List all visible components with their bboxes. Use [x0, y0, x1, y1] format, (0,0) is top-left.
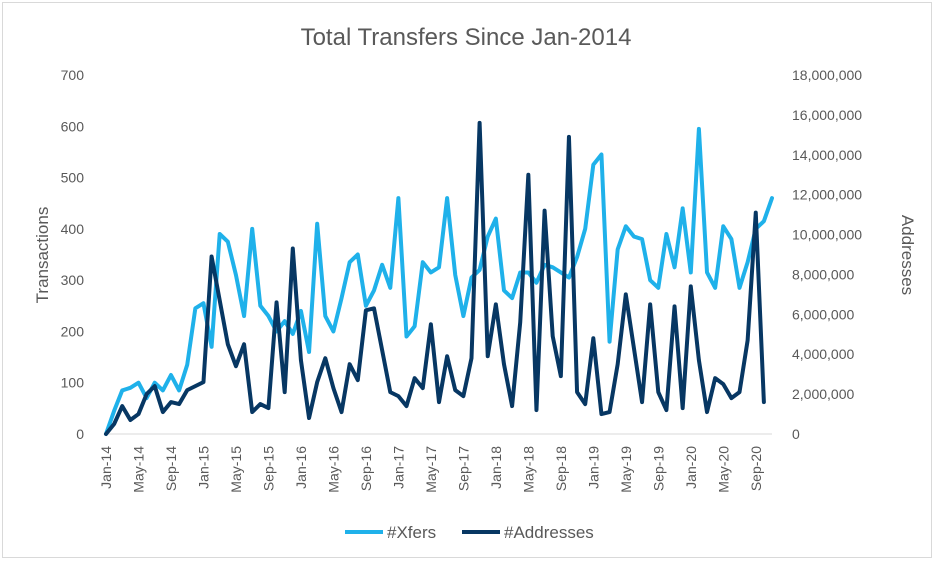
x-tick-label: Sep-14 — [163, 446, 179, 491]
x-tick-label: Jan-19 — [585, 446, 601, 489]
x-tick-label: Sep-18 — [553, 446, 569, 491]
right-tick-label: 12,000,000 — [792, 187, 862, 203]
x-tick-label: Sep-19 — [650, 446, 666, 491]
right-tick-label: 4,000,000 — [792, 346, 854, 362]
x-tick-label: May-20 — [715, 446, 731, 493]
right-tick-label: 2,000,000 — [792, 386, 854, 402]
right-tick-label: 16,000,000 — [792, 107, 862, 123]
left-axis-title: Transactions — [33, 207, 52, 304]
chart-title: Total Transfers Since Jan-2014 — [301, 24, 632, 51]
x-tick-label: May-14 — [130, 446, 146, 493]
right-axis-title: Addresses — [898, 215, 917, 295]
right-tick-label: 8,000,000 — [792, 266, 854, 282]
x-axis-ticks: Jan-14 May-14 Sep-14 Jan-15 May-15 Sep-15 Jan-… — [98, 446, 764, 493]
series-line-addresses — [104, 120, 766, 436]
legend-label: #Xfers — [387, 523, 436, 542]
right-tick-label: 14,000,000 — [792, 147, 862, 163]
right-tick-label: 10,000,000 — [792, 227, 862, 243]
series-line-xfers — [104, 126, 774, 436]
left-tick-label: 600 — [61, 118, 85, 134]
right-axis-ticks: 0 2,000,000 4,000,000 6,000,000 8,000,000 10,… — [792, 67, 862, 442]
legend: #Xfers #Addresses — [345, 523, 594, 542]
legend-label: #Addresses — [504, 523, 594, 542]
x-tick-label: Sep-20 — [748, 446, 764, 491]
left-tick-label: 100 — [61, 375, 85, 391]
x-tick-label: May-18 — [520, 446, 536, 493]
x-tick-label: Jan-15 — [195, 446, 211, 489]
x-tick-label: May-19 — [618, 446, 634, 493]
left-tick-label: 0 — [76, 426, 84, 442]
left-tick-label: 300 — [61, 272, 85, 288]
left-axis-ticks: 0 100 200 300 400 500 600 700 — [61, 67, 85, 442]
x-tick-label: May-15 — [228, 446, 244, 493]
x-tick-label: Sep-15 — [260, 446, 276, 491]
left-tick-label: 700 — [61, 67, 85, 83]
x-tick-label: Sep-17 — [455, 446, 471, 491]
x-tick-label: Jan-14 — [98, 446, 114, 489]
x-tick-label: Sep-16 — [358, 446, 374, 491]
right-tick-label: 0 — [792, 426, 800, 442]
left-tick-label: 400 — [61, 221, 85, 237]
x-tick-label: May-16 — [325, 446, 341, 493]
right-tick-label: 6,000,000 — [792, 306, 854, 322]
x-tick-label: Jan-17 — [390, 446, 406, 489]
x-tick-label: Jan-16 — [293, 446, 309, 489]
right-tick-label: 18,000,000 — [792, 67, 862, 83]
x-tick-label: Jan-20 — [683, 446, 699, 489]
series-lines — [104, 120, 774, 436]
x-tick-label: May-17 — [423, 446, 439, 493]
left-tick-label: 200 — [61, 323, 85, 339]
x-tick-label: Jan-18 — [488, 446, 504, 489]
left-tick-label: 500 — [61, 170, 85, 186]
